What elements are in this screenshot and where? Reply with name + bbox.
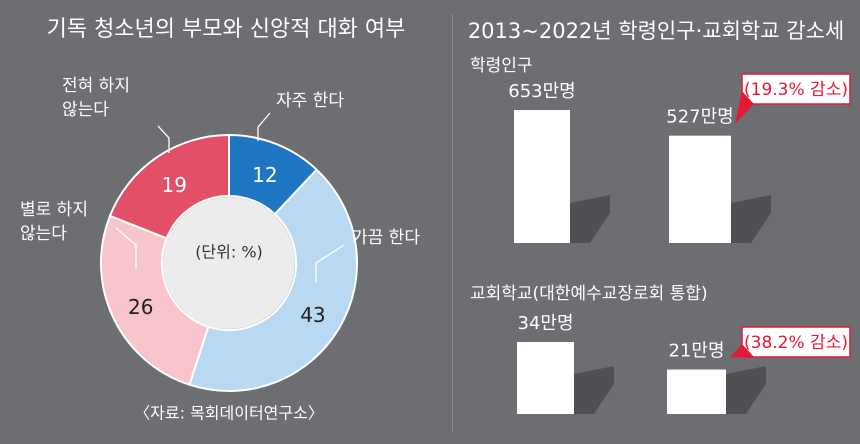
bar-panel-1-bar-1 [514,110,570,243]
pie-label-1: 자주 한다 [276,91,344,111]
panel-divider [452,14,453,432]
bar-panel-2-bar-1 [517,342,574,414]
pie-leader-1 [257,112,271,141]
bar-panel-2-callout-pointer [730,344,754,358]
pie-center [163,197,295,329]
bar-panel-2-shadow-1 [574,366,614,414]
pie-value-3: 26 [128,295,153,319]
bar-panel-2-bar-2 [667,369,726,414]
pie-value-2: 43 [300,303,325,327]
pie-slice-3 [100,214,210,386]
bar-panel-1-shadow-2 [731,195,771,243]
bar-panel-1-label: 학령인구 [470,56,533,76]
pie-value-1: 12 [252,163,277,187]
bar-panel-1-shadow-1 [570,195,610,243]
pie-slice-2 [188,168,358,392]
bar-panel-1-value-2: 527만명 [666,107,733,128]
pie-source: 〈자료: 목회데이터연구소〉 [134,404,324,423]
pie-leader-4 [157,125,170,153]
bar-panel-2-callout-box [741,326,851,358]
pie-label-4-line2: 않는다 [62,100,109,120]
bar-title: 2013~2022년 학령인구·교회학교 감소세 [468,19,844,43]
bar-panel-1-value-1: 653만명 [508,81,575,102]
pie-label-3-line1: 별로 하지 [20,200,88,220]
pie-title: 기독 청소년의 부모와 신앙적 대화 여부 [47,17,406,42]
bar-panel-1-bar-2 [669,135,731,243]
pie-leader-2 [315,244,345,282]
pie-leader-3 [115,227,137,269]
bar-panel-1-callout-box [741,73,851,105]
bar-panel-2-shadow-2 [726,366,766,414]
bar-panel-2-value-1: 34만명 [517,313,573,334]
pie-label-3-line2: 않는다 [20,224,67,244]
pie-label-4-line1: 전혀 하지 [62,76,130,96]
bar-panel-2-label: 교회학교(대한예수교장로회 통합) [470,284,708,304]
pie-label-2: 가끔 한다 [352,228,420,248]
bar-panel-2-callout-text: (38.2% 감소) [744,333,848,353]
bar-panel-1-callout-pointer [735,91,754,124]
pie-slice-4 [108,133,230,240]
bar-panel-2-value-2: 21만명 [668,341,724,362]
pie-center-label: (단위: %) [195,243,263,262]
bar-panel-1-callout-text: (19.3% 감소) [744,80,848,100]
pie-value-4: 19 [161,173,186,197]
